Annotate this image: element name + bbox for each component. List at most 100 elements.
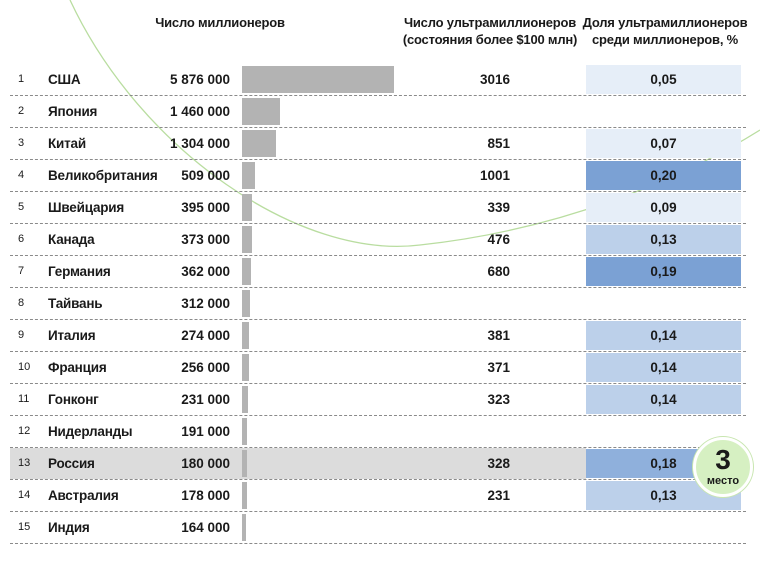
share-value: 0,19 bbox=[650, 264, 677, 279]
rank-label: 13 bbox=[18, 457, 31, 469]
country-label: Китай bbox=[48, 136, 86, 151]
country-label: Япония bbox=[48, 104, 98, 119]
millionaires-value: 5 876 000 bbox=[169, 72, 230, 87]
ultramillionaires-value: 680 bbox=[487, 264, 510, 279]
millionaires-bar bbox=[242, 482, 247, 509]
table-row: 15 Индия 164 000 bbox=[10, 512, 746, 544]
ultramillionaires-value: 1001 bbox=[479, 168, 510, 183]
millionaires-value: 312 000 bbox=[181, 296, 230, 311]
millionaires-bar bbox=[242, 226, 252, 253]
share-value: 0,05 bbox=[650, 72, 677, 87]
ultramillionaires-value: 339 bbox=[487, 200, 510, 215]
millionaires-bar bbox=[242, 290, 251, 317]
share-value: 0,14 bbox=[650, 392, 677, 407]
share-cell bbox=[586, 161, 741, 190]
ultramillionaires-value: 328 bbox=[487, 456, 510, 471]
millionaires-value: 1 460 000 bbox=[169, 104, 230, 119]
rank-label: 7 bbox=[18, 265, 25, 277]
table-row: 7 Германия 362 000 680 0,19 bbox=[10, 256, 746, 288]
table-row: 6 Канада 373 000 476 0,13 bbox=[10, 224, 746, 256]
share-value: 0,20 bbox=[650, 168, 677, 183]
table-row: 1 США 5 876 000 3016 0,05 bbox=[10, 64, 746, 96]
share-value: 0,13 bbox=[650, 488, 677, 503]
millionaires-value: 231 000 bbox=[181, 392, 230, 407]
rank-label: 11 bbox=[18, 393, 30, 405]
millionaires-bar bbox=[242, 514, 247, 541]
header-millionaires: Число миллионеров bbox=[155, 15, 285, 30]
millionaires-value: 164 000 bbox=[181, 520, 230, 535]
millionaires-value: 1 304 000 bbox=[169, 136, 230, 151]
ultramillionaires-value bbox=[390, 416, 510, 447]
country-label: Германия bbox=[48, 264, 111, 279]
share-cell bbox=[586, 225, 741, 254]
ultramillionaires-value bbox=[390, 288, 510, 319]
table-row: 9 Италия 274 000 381 0,14 bbox=[10, 320, 746, 352]
millionaires-value: 373 000 bbox=[181, 232, 230, 247]
country-label: Австралия bbox=[48, 488, 119, 503]
rank-label: 6 bbox=[18, 233, 25, 245]
rank-label: 9 bbox=[18, 329, 25, 341]
place-badge: 3 место bbox=[693, 437, 753, 497]
millionaires-bar bbox=[242, 130, 276, 157]
millionaires-table: 1 США 5 876 000 3016 0,05 2 Япония 1 460 000 3 Ки… bbox=[10, 64, 746, 544]
rank-label: 4 bbox=[18, 169, 25, 181]
country-label: Швейцария bbox=[48, 200, 125, 215]
country-label: Италия bbox=[48, 328, 96, 343]
table-row: 2 Япония 1 460 000 bbox=[10, 96, 746, 128]
share-value: 0,09 bbox=[650, 200, 677, 215]
millionaires-value: 191 000 bbox=[181, 424, 230, 439]
table-row: 8 Тайвань 312 000 bbox=[10, 288, 746, 320]
ultramillionaires-value: 3016 bbox=[479, 72, 510, 87]
millionaires-value: 178 000 bbox=[181, 488, 230, 503]
table-row: 3 Китай 1 304 000 851 0,07 bbox=[10, 128, 746, 160]
rank-label: 5 bbox=[18, 201, 25, 213]
share-value: 0,07 bbox=[650, 136, 677, 151]
millionaires-bar bbox=[242, 66, 394, 93]
table-row: 5 Швейцария 395 000 339 0,09 bbox=[10, 192, 746, 224]
country-label: Франция bbox=[48, 360, 107, 375]
table-row: 4 Великобритания 509 000 1001 0,20 bbox=[10, 160, 746, 192]
rank-label: 1 bbox=[18, 73, 25, 85]
table-row: 10 Франция 256 000 371 0,14 bbox=[10, 352, 746, 384]
country-label: Тайвань bbox=[48, 296, 103, 311]
share-value: 0,18 bbox=[650, 456, 677, 471]
share-value bbox=[586, 512, 741, 543]
millionaires-bar bbox=[242, 98, 280, 125]
ultramillionaires-value: 231 bbox=[487, 488, 510, 503]
share-value bbox=[586, 96, 741, 127]
share-cell bbox=[586, 65, 741, 94]
millionaires-value: 509 000 bbox=[181, 168, 230, 183]
ultramillionaires-value bbox=[390, 512, 510, 543]
country-label: Нидерланды bbox=[48, 424, 133, 439]
share-cell bbox=[586, 193, 741, 222]
share-value: 0,13 bbox=[650, 232, 677, 247]
share-value bbox=[586, 288, 741, 319]
millionaires-bar bbox=[242, 162, 256, 189]
table-row: 11 Гонконг 231 000 323 0,14 bbox=[10, 384, 746, 416]
badge-number: 3 bbox=[715, 444, 731, 475]
ultramillionaires-value: 381 bbox=[487, 328, 510, 343]
millionaires-value: 180 000 bbox=[181, 456, 230, 471]
rank-label: 14 bbox=[18, 489, 31, 501]
rank-label: 3 bbox=[18, 137, 25, 149]
rank-label: 12 bbox=[18, 425, 31, 437]
rank-label: 2 bbox=[18, 105, 25, 117]
share-value: 0,14 bbox=[650, 328, 677, 343]
country-label: Канада bbox=[48, 232, 95, 247]
millionaires-value: 256 000 bbox=[181, 360, 230, 375]
millionaires-value: 362 000 bbox=[181, 264, 230, 279]
millionaires-bar bbox=[242, 354, 249, 381]
share-value: 0,14 bbox=[650, 360, 677, 375]
millionaires-bar bbox=[242, 258, 252, 285]
ultramillionaires-value: 476 bbox=[487, 232, 510, 247]
ultramillionaires-value: 323 bbox=[487, 392, 510, 407]
country-label: Индия bbox=[48, 520, 90, 535]
millionaires-bar bbox=[242, 418, 247, 445]
millionaires-value: 274 000 bbox=[181, 328, 230, 343]
share-cell bbox=[586, 257, 741, 286]
share-cell bbox=[586, 385, 741, 414]
share-cell bbox=[586, 353, 741, 382]
ultramillionaires-value bbox=[390, 96, 510, 127]
country-label: США bbox=[48, 72, 81, 87]
table-row: 12 Нидерланды 191 000 bbox=[10, 416, 746, 448]
